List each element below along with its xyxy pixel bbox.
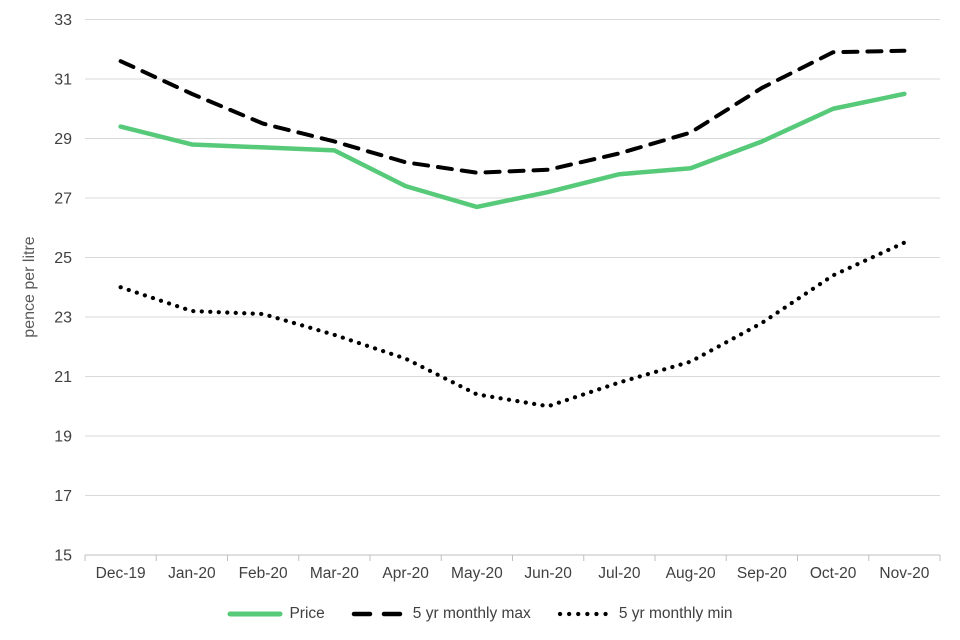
legend-label-price: Price <box>289 605 325 622</box>
y-tick-label: 31 <box>54 72 72 89</box>
y-tick-label: 21 <box>54 369 72 386</box>
price-solid-line-swatch <box>227 611 283 617</box>
y-axis-title: pence per litre <box>21 236 38 337</box>
legend-label-5yr-monthly-min: 5 yr monthly min <box>618 605 733 622</box>
x-tick-label: Nov-20 <box>879 565 929 582</box>
y-tick-label: 25 <box>54 250 72 267</box>
y-tick-label: 17 <box>54 488 72 505</box>
x-tick-label: Jul-20 <box>598 565 641 582</box>
x-tick-label: Mar-20 <box>310 565 359 582</box>
x-tick-label: Jun-20 <box>524 565 572 582</box>
y-axis-tick-labels: 15 17 19 21 23 25 27 29 31 33 <box>54 12 72 565</box>
min-dotted-line-swatch <box>557 611 612 617</box>
legend-item-5yr-monthly-min: 5 yr monthly min <box>557 605 733 623</box>
series-line-price <box>118 91 907 210</box>
series-line-max <box>118 48 907 175</box>
x-tick-label: Oct-20 <box>810 565 857 582</box>
y-tick-label: 29 <box>54 131 72 148</box>
y-tick-label: 33 <box>54 12 72 29</box>
line-chart-plot-area: 15 17 19 21 23 25 27 29 31 33 Dec-19 Jan-20 Feb-20 M… <box>21 12 941 582</box>
y-tick-label: 27 <box>54 191 72 208</box>
gridlines <box>85 19 940 496</box>
x-axis <box>84 554 941 561</box>
y-tick-label: 15 <box>54 548 72 565</box>
legend-item-price: Price <box>227 605 325 623</box>
x-tick-label: Sep-20 <box>737 565 787 582</box>
x-tick-label: Aug-20 <box>666 565 716 582</box>
x-tick-label: May-20 <box>451 565 503 582</box>
legend-label-5yr-monthly-max: 5 yr monthly max <box>412 605 531 622</box>
chart-legend: Price 5 yr monthly max 5 yr monthly min <box>0 601 960 627</box>
max-dashed-line-swatch <box>351 611 407 617</box>
x-tick-label: Feb-20 <box>239 565 288 582</box>
x-tick-label: Jan-20 <box>168 565 216 582</box>
x-tick-label: Apr-20 <box>382 565 429 582</box>
x-axis-tick-labels: Dec-19 Jan-20 Feb-20 Mar-20 Apr-20 May-20 Jun-… <box>96 565 930 582</box>
series-lines <box>118 48 907 409</box>
series-line-min <box>118 240 907 409</box>
legend-item-5yr-monthly-max: 5 yr monthly max <box>351 605 531 623</box>
y-tick-label: 19 <box>54 429 72 446</box>
y-tick-label: 23 <box>54 310 72 327</box>
x-tick-label: Dec-19 <box>96 565 146 582</box>
